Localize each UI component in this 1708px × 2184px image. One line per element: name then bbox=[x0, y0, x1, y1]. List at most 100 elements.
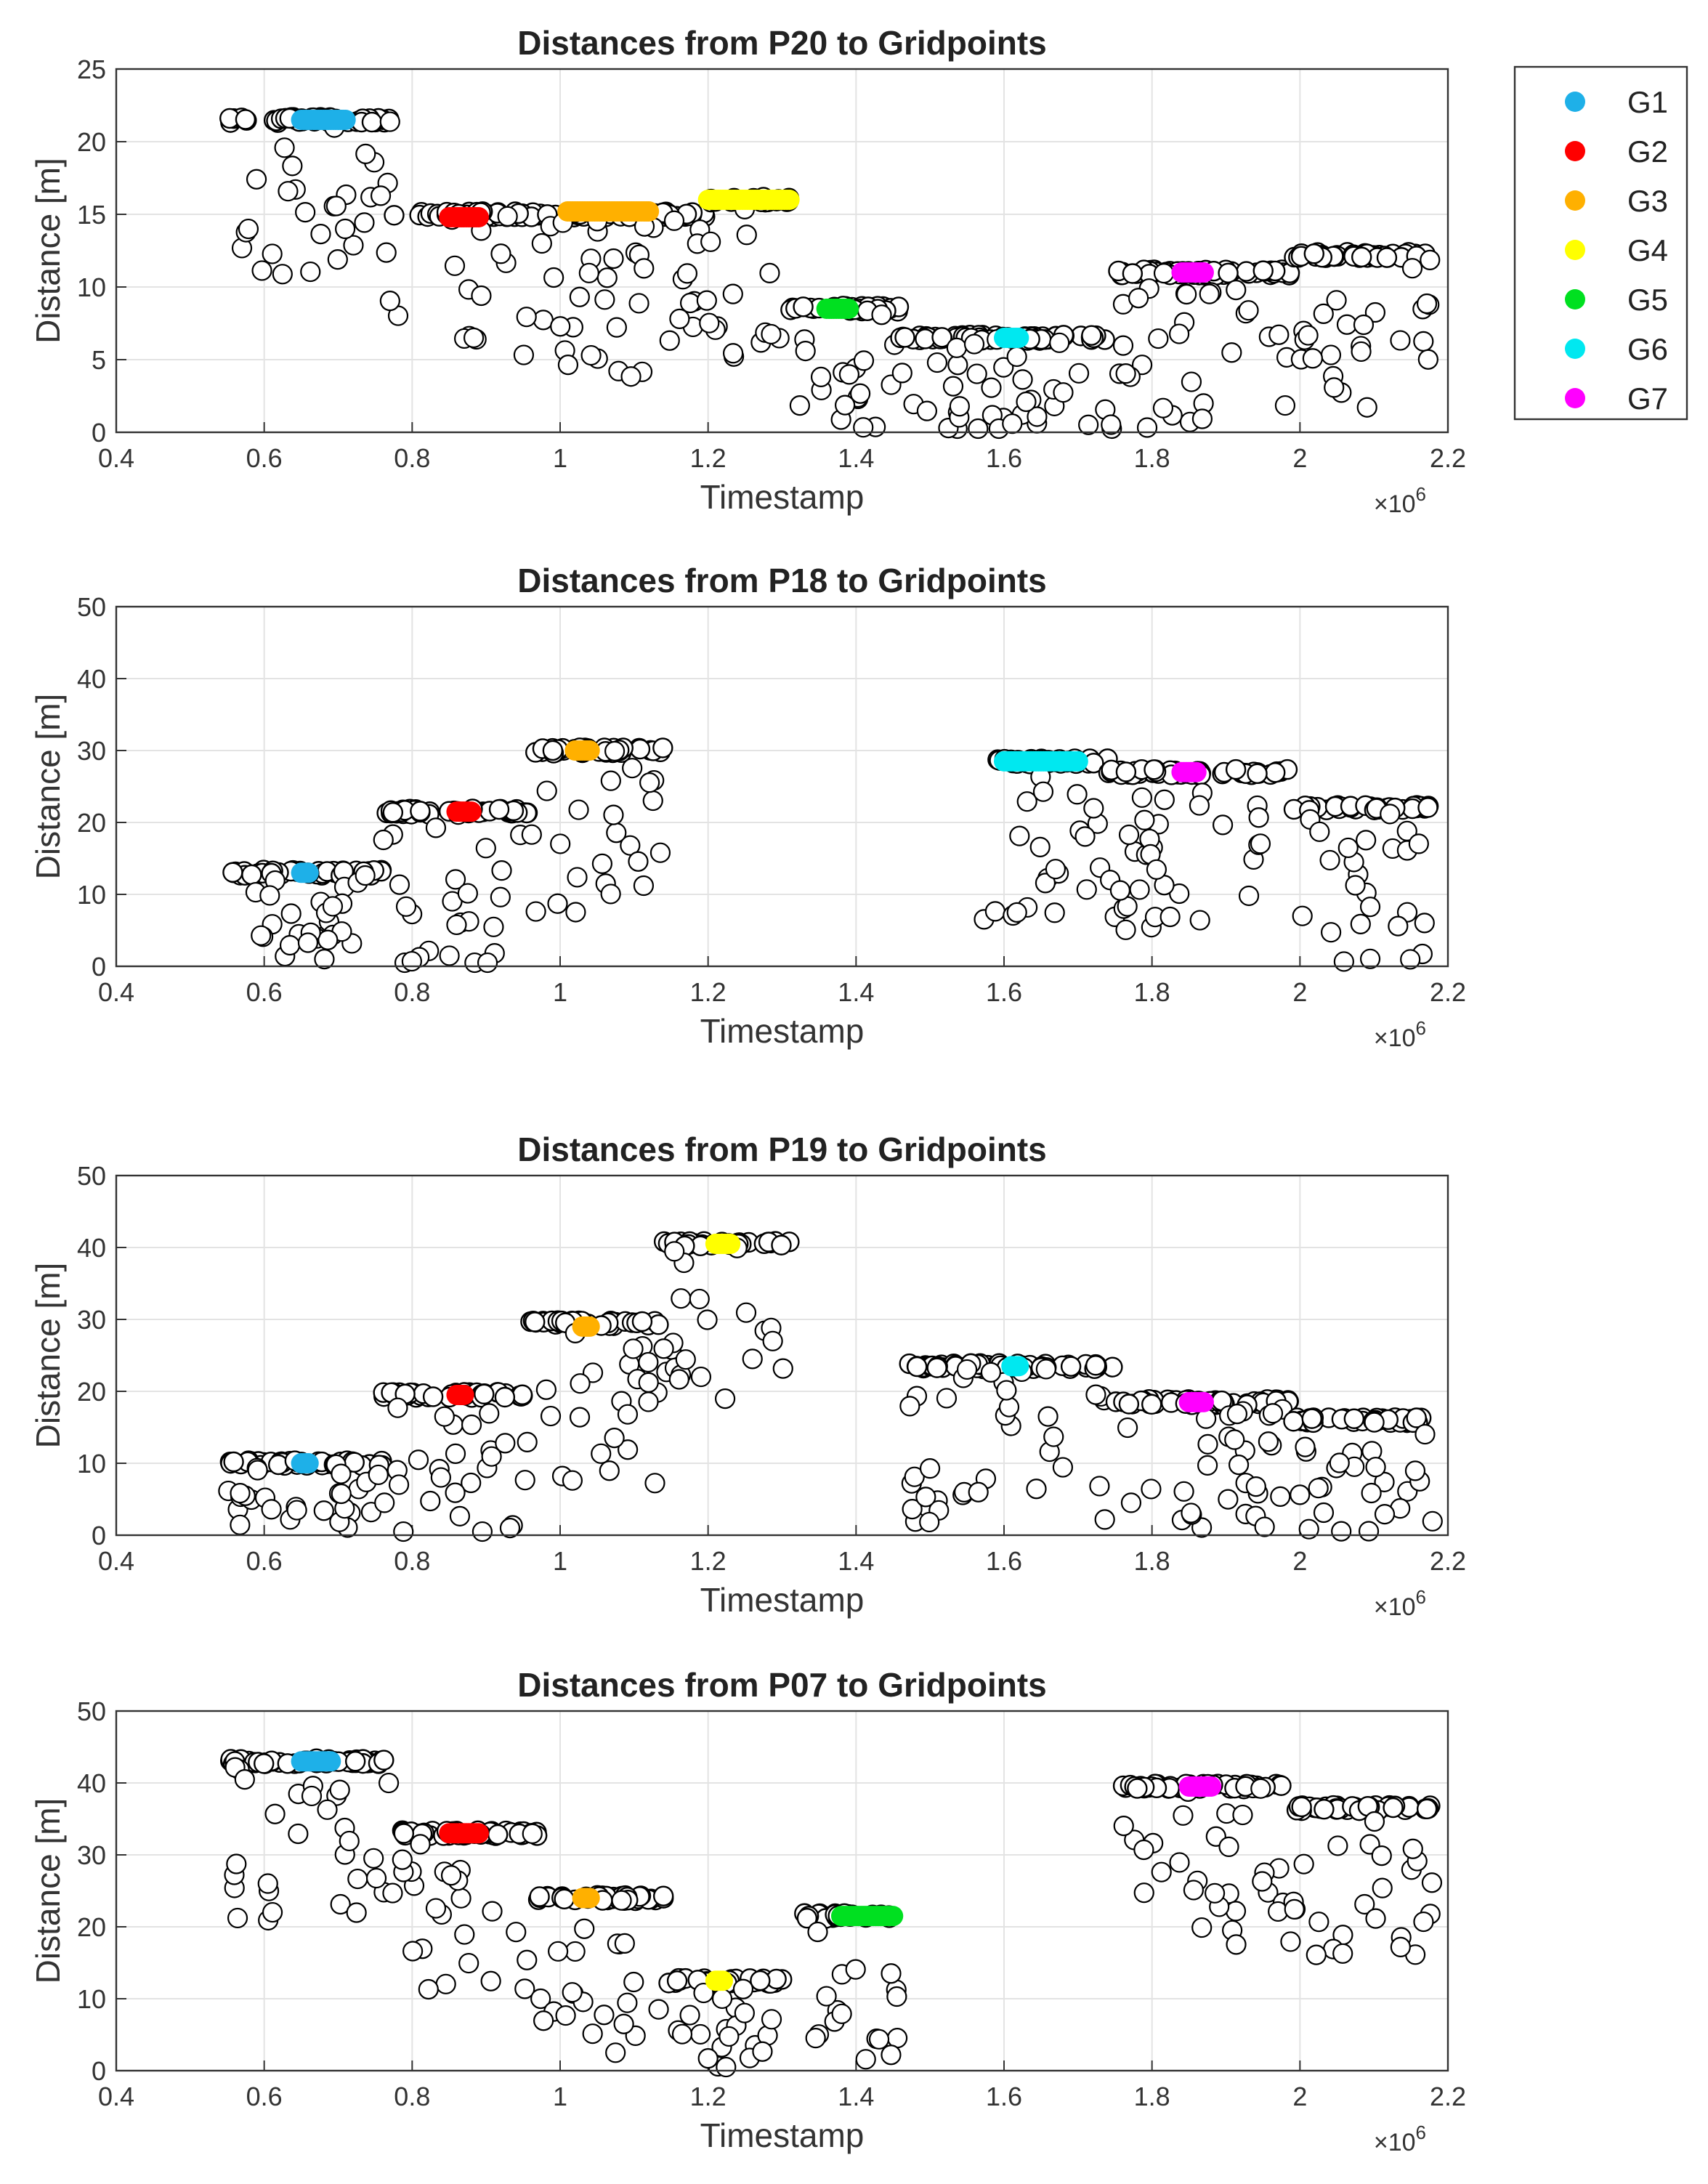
data-point bbox=[1128, 288, 1149, 309]
data-point bbox=[796, 1907, 818, 1929]
legend-marker-g3 bbox=[1565, 190, 1585, 211]
series-point-g6 bbox=[1008, 328, 1029, 348]
data-point bbox=[517, 1431, 538, 1452]
data-point bbox=[445, 1443, 466, 1464]
chart-panel-4: 0.4 0.6 0.8 1 1.2 1.4 1.6 1.8 2 2.2 0 10 20 30 40 50 Dis… bbox=[29, 1666, 1466, 2156]
data-point bbox=[1331, 1521, 1352, 1542]
data-point bbox=[393, 1823, 415, 1844]
data-point bbox=[251, 925, 272, 946]
x-tick-label: 0.6 bbox=[246, 1546, 283, 1576]
data-point bbox=[1238, 300, 1259, 321]
data-point bbox=[1115, 363, 1136, 384]
data-point bbox=[628, 851, 649, 872]
data-point bbox=[1313, 1502, 1335, 1524]
axes-frame bbox=[115, 605, 1449, 968]
data-point bbox=[379, 291, 400, 312]
data-point bbox=[339, 1830, 360, 1852]
data-point bbox=[1085, 1355, 1106, 1376]
data-point bbox=[849, 383, 871, 404]
y-tick-label: 10 bbox=[77, 880, 106, 910]
chart-panel-2: 0.4 0.6 0.8 1 1.2 1.4 1.6 1.8 2 2.2 0 10 20 30 40 50 Dis… bbox=[29, 562, 1466, 1052]
data-point bbox=[881, 1963, 902, 1984]
data-point bbox=[594, 289, 615, 310]
data-point bbox=[1413, 331, 1434, 352]
data-point bbox=[1226, 280, 1247, 301]
data-points bbox=[218, 1231, 1443, 1542]
x-tick-label: 1.4 bbox=[838, 443, 874, 473]
data-point bbox=[998, 1396, 1020, 1417]
data-point bbox=[606, 317, 627, 338]
data-point bbox=[330, 1893, 351, 1915]
chart-title: Distances from P20 to Gridpoints bbox=[517, 24, 1046, 62]
data-point bbox=[251, 260, 272, 281]
x-tick-label: 1 bbox=[553, 443, 567, 473]
data-point bbox=[1053, 382, 1074, 403]
axes-frame bbox=[115, 68, 1449, 434]
data-point bbox=[1074, 826, 1096, 847]
data-point bbox=[1081, 325, 1102, 346]
data-point bbox=[981, 377, 1002, 398]
data-point bbox=[516, 307, 537, 328]
data-point bbox=[600, 883, 621, 905]
y-tick-label: 20 bbox=[77, 127, 106, 157]
data-point bbox=[257, 1873, 278, 1894]
data-point bbox=[671, 1288, 692, 1309]
data-point bbox=[603, 804, 624, 825]
data-point bbox=[886, 1986, 907, 2007]
x-tick-label: 0.4 bbox=[98, 1546, 134, 1576]
data-point bbox=[540, 1405, 562, 1427]
data-point bbox=[449, 1505, 471, 1526]
data-point bbox=[1037, 1406, 1059, 1427]
data-point bbox=[1191, 1917, 1213, 1938]
data-point bbox=[1068, 363, 1090, 384]
x-tick-label: 1.8 bbox=[1134, 443, 1170, 473]
data-point bbox=[1176, 283, 1197, 305]
legend: G1 G2 G3 G4 G5 G6 G7 bbox=[1513, 65, 1688, 421]
data-point bbox=[1365, 1908, 1386, 1929]
y-tick-label: 30 bbox=[77, 736, 106, 766]
x-tick-label: 0.8 bbox=[394, 2082, 430, 2111]
data-point bbox=[227, 1907, 248, 1929]
series-point-g7 bbox=[1186, 761, 1207, 782]
data-point bbox=[1321, 922, 1342, 943]
data-point bbox=[1189, 910, 1210, 931]
data-point bbox=[1327, 1835, 1348, 1856]
chart-title: Distances from P19 to Gridpoints bbox=[517, 1131, 1046, 1168]
data-point bbox=[295, 202, 316, 223]
data-point bbox=[696, 290, 717, 311]
data-point bbox=[1293, 1853, 1314, 1874]
data-point bbox=[259, 885, 280, 906]
x-tick-label: 1.2 bbox=[690, 443, 726, 473]
y-tick-label: 30 bbox=[77, 1305, 106, 1335]
axes-frame bbox=[115, 1710, 1449, 2072]
data-point bbox=[1262, 1403, 1284, 1424]
x-axis-label: Timestamp bbox=[700, 478, 865, 516]
data-point bbox=[1258, 1431, 1279, 1452]
data-point bbox=[1306, 1944, 1327, 1965]
x-tick-label: 2 bbox=[1292, 1546, 1307, 1576]
data-point bbox=[1333, 951, 1354, 972]
data-point bbox=[569, 286, 590, 307]
data-point bbox=[435, 1973, 456, 1994]
data-point bbox=[633, 875, 655, 897]
data-point bbox=[279, 934, 301, 956]
x-tick-label: 1.6 bbox=[986, 977, 1022, 1007]
data-point bbox=[899, 1396, 920, 1417]
data-point bbox=[344, 1751, 366, 1772]
data-point bbox=[550, 833, 571, 854]
data-point bbox=[378, 1772, 400, 1794]
data-point bbox=[387, 1397, 408, 1418]
data-point bbox=[1390, 1936, 1411, 1957]
chart-title: Distances from P18 to Gridpoints bbox=[517, 562, 1046, 599]
x-exponent-label: ×106 bbox=[1374, 1586, 1426, 1621]
series-point-g2 bbox=[453, 1384, 474, 1405]
y-tick-label: 50 bbox=[77, 592, 106, 622]
x-exponent: 6 bbox=[1416, 483, 1426, 505]
data-point bbox=[286, 1500, 307, 1521]
data-point bbox=[690, 2023, 711, 2045]
data-point bbox=[533, 2010, 554, 2031]
data-point bbox=[1154, 789, 1175, 810]
legend-label-g3: G3 bbox=[1627, 184, 1668, 218]
x-exponent-label: ×106 bbox=[1374, 1017, 1426, 1052]
data-point bbox=[1400, 949, 1421, 970]
